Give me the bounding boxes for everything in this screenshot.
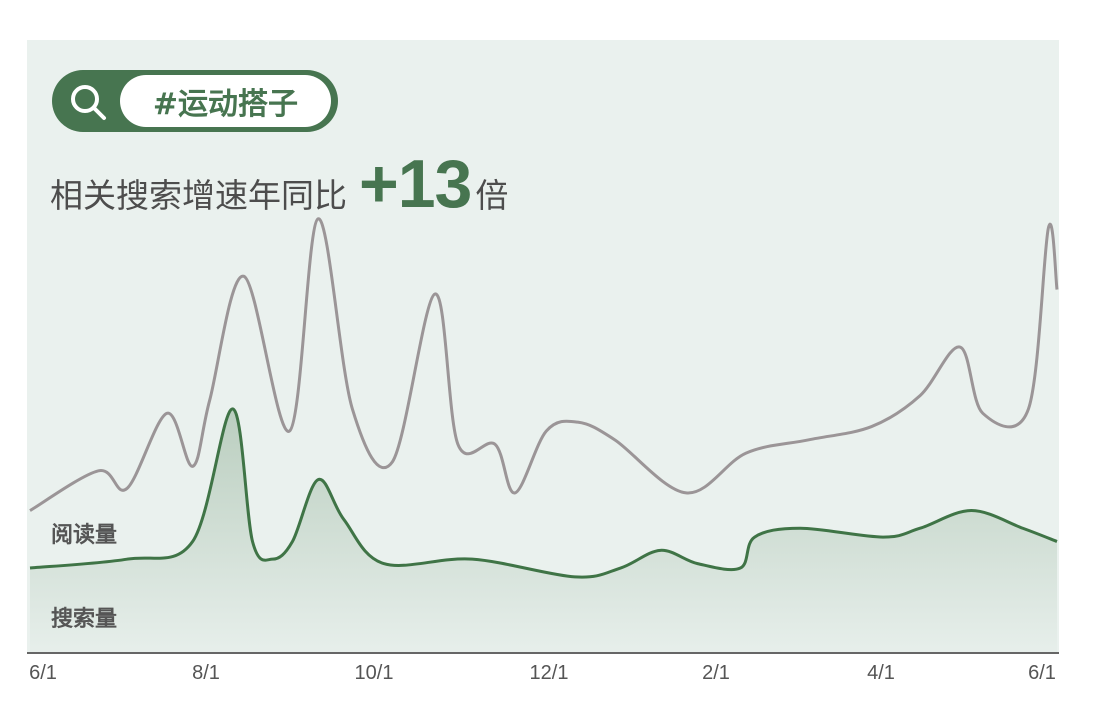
headline: 相关搜索增速年同比 +13 倍 <box>50 145 508 223</box>
headline-value: +13 <box>359 146 472 222</box>
x-tick-label: 4/1 <box>867 662 895 684</box>
topic-tag: #运动搭子 <box>52 70 338 132</box>
search-icon <box>71 85 106 120</box>
x-tick-label: 10/1 <box>354 662 394 684</box>
headline-lead: 相关搜索增速年同比 <box>50 176 347 215</box>
x-tick-label: 6/1 <box>1028 662 1056 684</box>
x-tick-label: 6/1 <box>29 662 57 684</box>
read-series-line <box>29 217 1059 512</box>
series-label-read: 阅读量 <box>51 523 118 548</box>
x-tick-label: 2/1 <box>702 662 730 684</box>
topic-hashtag: #运动搭子 <box>120 75 331 127</box>
series-label-search: 搜索量 <box>51 607 118 632</box>
x-tick-label: 12/1 <box>529 662 569 684</box>
search-series-line <box>29 407 1058 579</box>
headline-unit: 倍 <box>475 176 509 215</box>
search-area-fill <box>30 408 1057 652</box>
x-tick-label: 8/1 <box>192 662 220 684</box>
